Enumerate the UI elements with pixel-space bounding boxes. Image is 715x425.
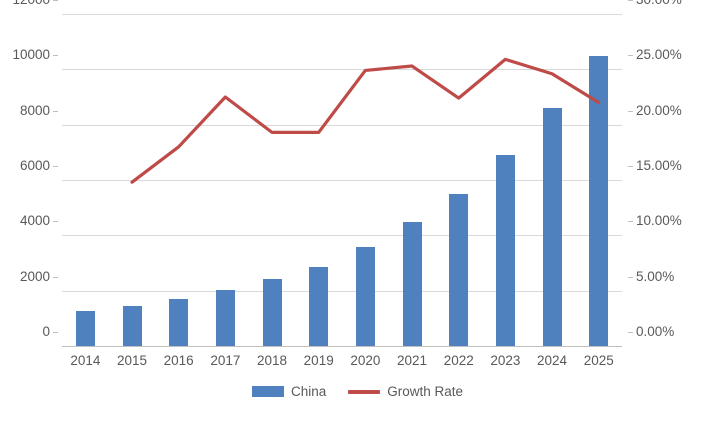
bar[interactable] xyxy=(122,306,142,346)
bar[interactable] xyxy=(589,55,609,346)
gridline xyxy=(62,235,622,237)
bar[interactable] xyxy=(262,279,282,346)
gridline xyxy=(62,14,622,15)
x-axis-tick-label: 2024 xyxy=(537,353,568,368)
y-axis-left-tickmark xyxy=(53,221,58,223)
x-axis-tick-label: 2018 xyxy=(257,353,288,368)
legend-label-growth-rate: Growth Rate xyxy=(387,384,464,399)
y-axis-right-tick-label: 15.00% xyxy=(636,158,682,173)
y-axis-right-tickmark xyxy=(628,166,633,167)
bar[interactable] xyxy=(309,266,329,346)
y-axis-left-tickmark xyxy=(53,0,58,1)
y-axis-left-tickmark xyxy=(53,110,58,112)
legend-item-china[interactable]: China xyxy=(251,384,327,399)
bar[interactable] xyxy=(449,194,469,346)
bar-slot xyxy=(389,14,436,346)
y-axis-left-tick-label: 10000 xyxy=(12,47,50,63)
y-axis-left-tick-label: 6000 xyxy=(19,158,50,173)
bar-series-china xyxy=(62,14,622,346)
bar-slot xyxy=(575,14,622,346)
y-axis-right-tick-label: 30.00% xyxy=(636,0,682,7)
y-axis-left-tick-label: 4000 xyxy=(19,213,50,229)
legend-bar-swatch-icon xyxy=(251,386,284,398)
y-axis-right-tickmark xyxy=(628,0,633,1)
bar[interactable] xyxy=(495,155,515,346)
y-axis-left-tick-label: 8000 xyxy=(19,102,50,118)
y-axis-right-tickmark xyxy=(628,110,633,112)
x-axis-tick-label: 2019 xyxy=(303,353,334,368)
gridline xyxy=(62,290,622,292)
y-axis-right-tick-label: 5.00% xyxy=(636,268,675,284)
y-axis-right-tickmark xyxy=(628,221,633,223)
x-axis-tick-label: 2022 xyxy=(443,353,474,368)
chart-legend: China Growth Rate xyxy=(0,385,715,399)
bar[interactable] xyxy=(215,290,235,346)
y-axis-left: 0 2000 4000 6000 8000 10000 12000 xyxy=(0,0,58,338)
bar[interactable] xyxy=(542,108,562,346)
y-axis-left-tickmark xyxy=(53,55,58,57)
y-axis-left-tickmark xyxy=(53,332,58,333)
bar-slot xyxy=(155,14,202,346)
bar[interactable] xyxy=(355,247,375,346)
bar-slot xyxy=(295,14,342,346)
y-axis-left-tick-label: 0 xyxy=(42,324,50,339)
bar-slot xyxy=(529,14,576,346)
x-axis-tick-label: 2017 xyxy=(210,353,241,368)
x-axis-tick-label: 2014 xyxy=(70,353,101,368)
bar-slot xyxy=(435,14,482,346)
bar-slot xyxy=(202,14,249,346)
bar[interactable] xyxy=(75,311,95,346)
y-axis-right: 0.00% 5.00% 10.00% 15.00% 20.00% 25.00% 30.00% xyxy=(628,0,708,338)
x-axis-tick-label: 2023 xyxy=(490,353,521,368)
x-axis-tick-label: 2025 xyxy=(583,353,614,368)
bar-slot xyxy=(342,14,389,346)
legend-item-growth-rate[interactable]: Growth Rate xyxy=(348,385,463,399)
legend-label-china: China xyxy=(290,384,327,399)
y-axis-right-tick-label: 20.00% xyxy=(636,102,682,118)
x-axis: 2014 2015 2016 2017 2018 2019 2020 2021 2022 2023… xyxy=(62,348,622,374)
x-axis-tick-label: 2020 xyxy=(350,353,381,368)
y-axis-right-tick-label: 0.00% xyxy=(636,324,675,339)
y-axis-left-tickmark xyxy=(53,166,58,167)
y-axis-left-tick-label: 2000 xyxy=(19,268,50,284)
y-axis-right-tick-label: 10.00% xyxy=(636,213,682,229)
bar-slot xyxy=(249,14,296,346)
x-axis-tick-label: 2016 xyxy=(163,353,194,368)
x-axis-tick-label: 2021 xyxy=(397,353,428,368)
x-axis-tick-label: 2015 xyxy=(116,353,148,368)
bar-slot xyxy=(482,14,529,346)
gridline xyxy=(62,346,622,347)
plot-area xyxy=(62,14,622,347)
legend-line-swatch-icon xyxy=(348,389,381,394)
bar-slot xyxy=(109,14,156,346)
bar-slot xyxy=(62,14,109,346)
y-axis-right-tickmark xyxy=(628,276,633,278)
bar[interactable] xyxy=(169,299,189,346)
y-axis-right-tickmark xyxy=(628,55,633,57)
y-axis-right-tickmark xyxy=(628,332,633,333)
y-axis-right-tick-label: 25.00% xyxy=(636,47,682,63)
y-axis-left-tick-label: 12000 xyxy=(12,0,50,7)
y-axis-left-tickmark xyxy=(53,276,58,278)
bar[interactable] xyxy=(402,222,422,346)
